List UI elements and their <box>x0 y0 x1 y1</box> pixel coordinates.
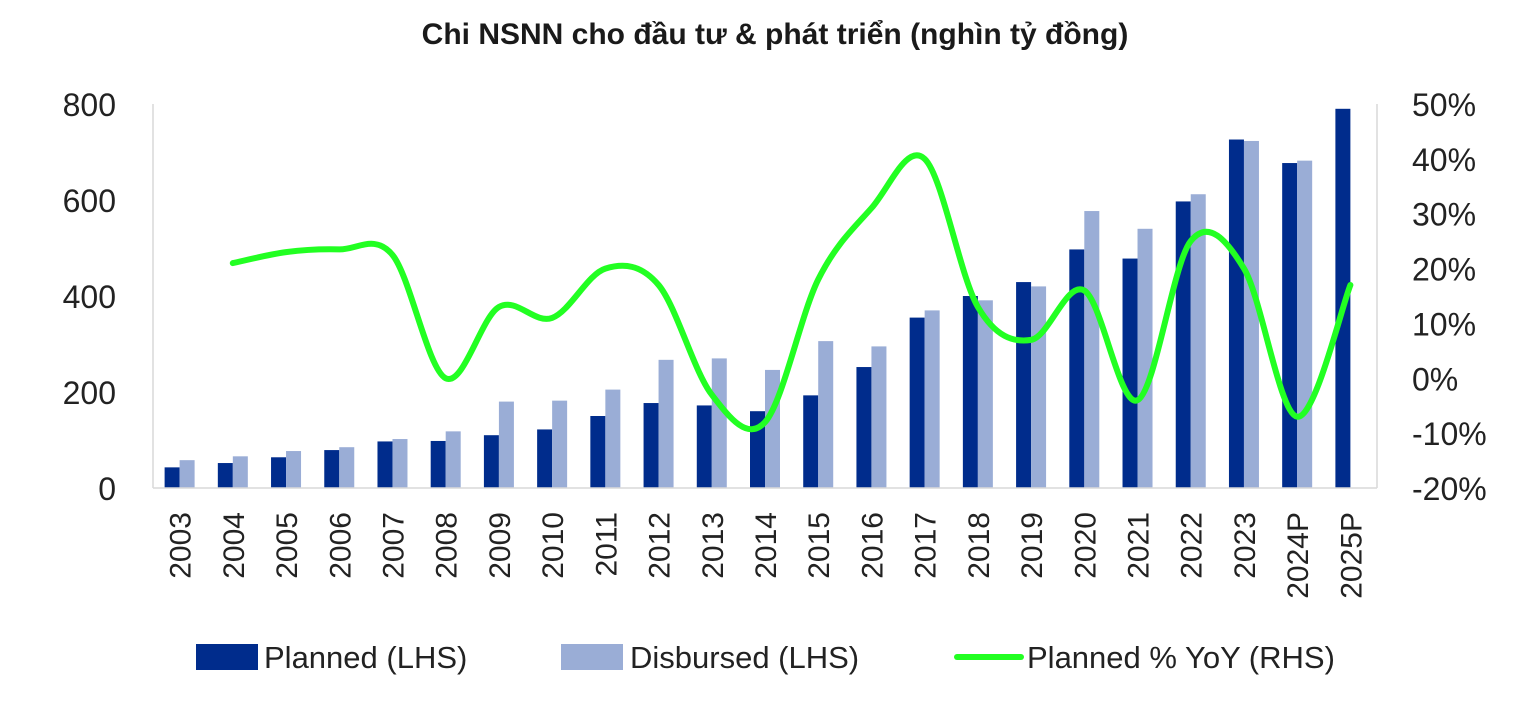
x-tick-label: 2010 <box>537 512 570 579</box>
x-tick-label: 2014 <box>750 512 783 579</box>
x-tick-label: 2019 <box>1016 512 1049 579</box>
bar-disbursed <box>552 400 568 488</box>
legend-swatch-planned <box>196 644 258 670</box>
bar-planned <box>483 435 499 488</box>
x-tick-label: 2022 <box>1176 512 1209 579</box>
bar-planned <box>962 296 978 488</box>
bar-disbursed <box>977 300 993 488</box>
x-tick-label: 2025P <box>1335 512 1368 599</box>
right-axis: -20% -10% 0% 10% 20% 30% 40% 50% <box>1412 87 1487 507</box>
x-tick-label: 2008 <box>431 512 464 579</box>
right-tick-label: 20% <box>1412 252 1476 288</box>
bar-planned <box>537 429 553 488</box>
left-tick-label: 0 <box>98 471 116 507</box>
bar-planned <box>856 367 872 488</box>
bar-planned <box>430 440 446 488</box>
bar-disbursed <box>765 369 780 488</box>
right-tick-label: 30% <box>1412 197 1476 233</box>
bar-disbursed <box>232 456 248 488</box>
right-tick-label: 40% <box>1412 142 1476 178</box>
bar-disbursed <box>1297 160 1313 488</box>
x-tick-label: 2016 <box>856 512 889 579</box>
bar-disbursed <box>658 359 674 488</box>
bar-disbursed <box>1031 286 1047 488</box>
legend: Planned (LHS) Disbursed (LHS) Planned % Yo… <box>196 640 1335 675</box>
bar-planned <box>696 405 712 488</box>
bar-disbursed <box>605 389 621 488</box>
left-tick-label: 800 <box>63 87 116 123</box>
legend-label-planned: Planned (LHS) <box>264 640 467 675</box>
bar-disbursed <box>286 451 302 488</box>
right-tick-label: -20% <box>1412 471 1487 507</box>
bar-disbursed <box>818 341 834 488</box>
bar-planned <box>324 450 340 488</box>
left-tick-label: 200 <box>63 375 116 411</box>
bar-planned <box>803 395 819 488</box>
x-tick-label: 2003 <box>165 512 198 579</box>
x-tick-label: 2023 <box>1229 512 1262 579</box>
bar-planned <box>377 441 393 488</box>
bar-disbursed <box>498 401 514 488</box>
bar-disbursed <box>1190 194 1206 489</box>
legend-label-disbursed: Disbursed (LHS) <box>630 640 859 675</box>
bars <box>164 108 1351 489</box>
right-tick-label: 0% <box>1412 361 1458 397</box>
bar-planned <box>164 467 180 488</box>
x-tick-label: 2011 <box>590 512 623 577</box>
bar-disbursed <box>339 447 355 488</box>
bar-disbursed <box>871 346 887 488</box>
x-tick-label: 2007 <box>378 512 411 579</box>
x-tick-label: 2020 <box>1069 512 1102 579</box>
x-tick-label: 2009 <box>484 512 517 579</box>
bar-disbursed <box>1137 228 1153 489</box>
chart-title: Chi NSNN cho đầu tư & phát triển (nghìn … <box>422 18 1129 51</box>
bar-disbursed <box>711 358 727 488</box>
bar-planned <box>1228 139 1244 488</box>
bar-planned <box>217 463 233 488</box>
right-tick-label: 50% <box>1412 87 1476 123</box>
bar-planned <box>1122 258 1138 488</box>
bar-disbursed <box>445 431 461 488</box>
legend-swatch-disbursed <box>561 644 623 670</box>
x-tick-label: 2004 <box>218 512 251 579</box>
x-axis-labels: 2003 2004 2005 2006 2007 2008 2009 2010 2011 2012… <box>165 512 1369 599</box>
series-line-planned-yoy <box>229 152 1354 433</box>
right-tick-label: 10% <box>1412 306 1476 342</box>
x-tick-label: 2018 <box>963 512 996 579</box>
bar-planned <box>590 416 606 488</box>
bar-planned <box>909 317 925 488</box>
bar-planned <box>1069 249 1085 488</box>
bar-planned <box>271 457 287 488</box>
bar-disbursed <box>179 460 195 488</box>
bar-disbursed <box>924 310 940 488</box>
x-tick-label: 2006 <box>324 512 357 579</box>
bar-planned <box>643 403 659 488</box>
bar-planned <box>1016 282 1032 488</box>
x-tick-label: 2015 <box>803 512 836 579</box>
line-layer <box>229 152 1354 433</box>
x-tick-label: 2005 <box>271 512 304 579</box>
left-tick-label: 600 <box>63 183 116 219</box>
bar-disbursed <box>1243 140 1259 488</box>
x-tick-label: 2013 <box>697 512 730 579</box>
legend-label-yoy: Planned % YoY (RHS) <box>1027 640 1335 675</box>
x-tick-label: 2021 <box>1123 512 1156 579</box>
left-axis: 0 200 400 600 800 <box>63 87 116 507</box>
right-tick-label: -10% <box>1412 416 1487 452</box>
x-tick-label: 2017 <box>910 512 943 579</box>
x-tick-label: 2012 <box>644 512 677 579</box>
x-tick-label: 2024P <box>1282 512 1315 599</box>
left-tick-label: 400 <box>63 279 116 315</box>
bar-disbursed <box>392 439 408 488</box>
bar-disbursed <box>1084 211 1100 489</box>
bar-planned <box>1282 163 1298 489</box>
